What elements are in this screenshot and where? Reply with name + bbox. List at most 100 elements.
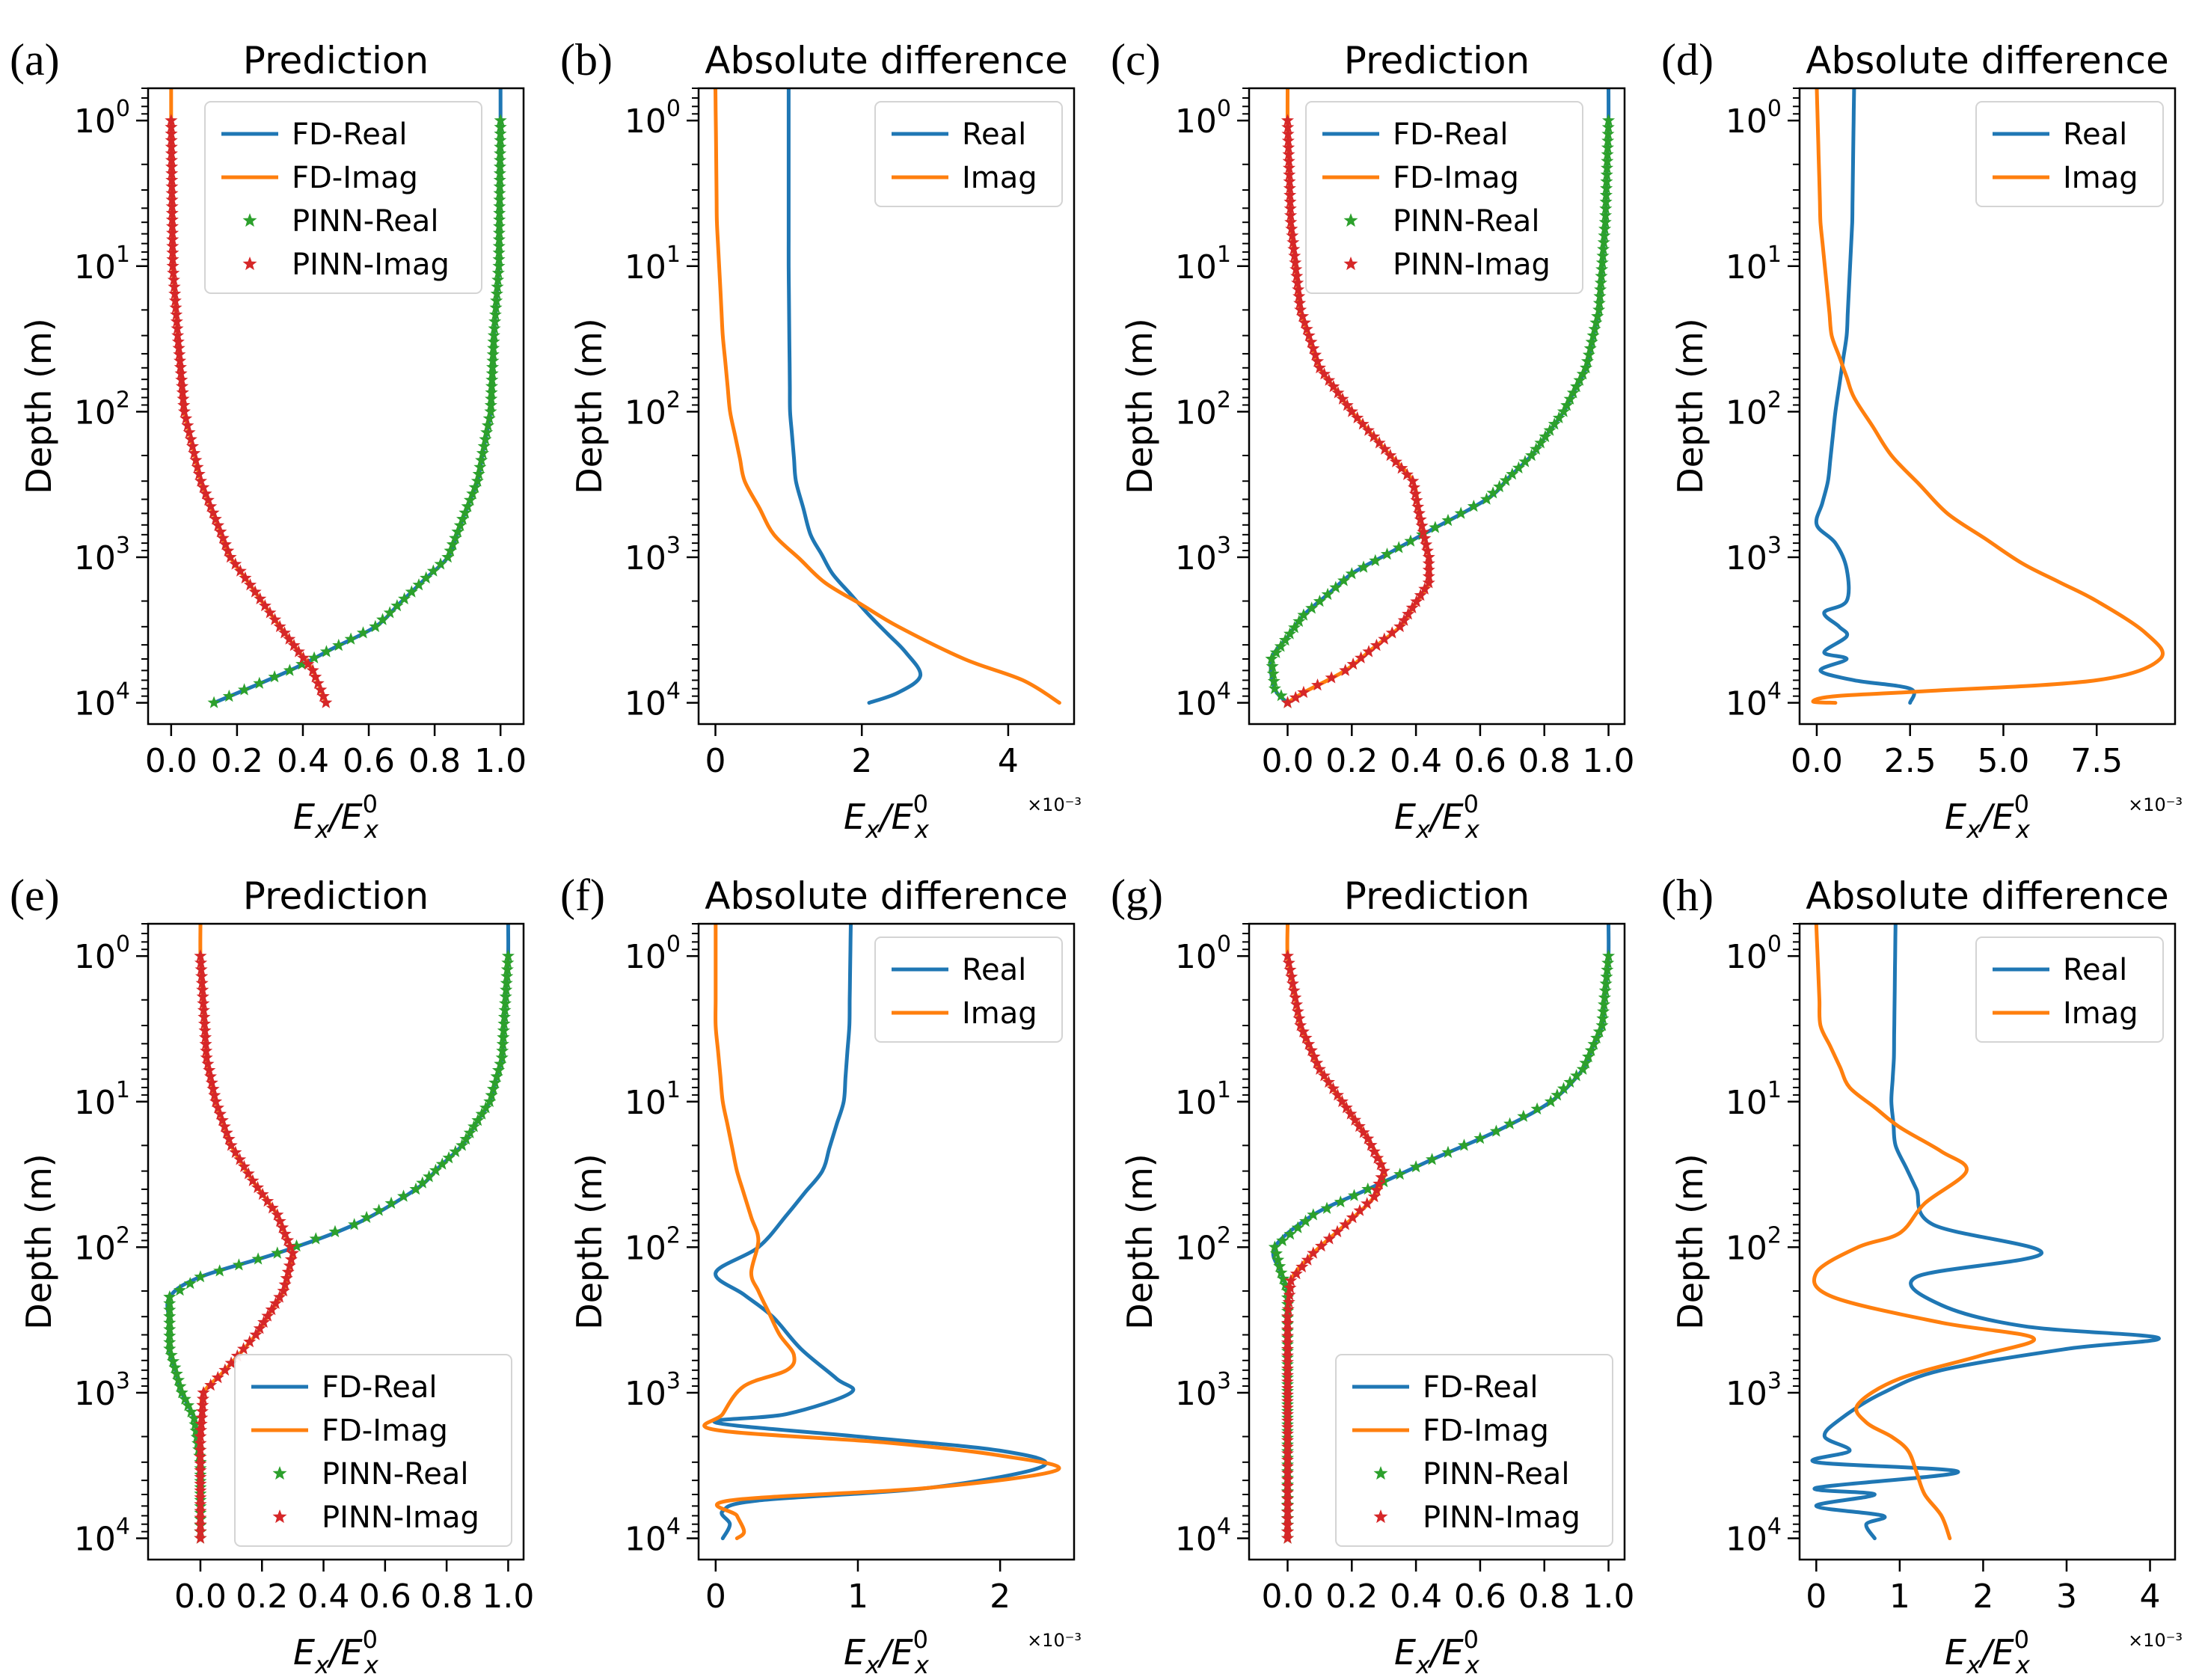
marker-star <box>492 246 506 259</box>
marker-star <box>1351 411 1364 423</box>
marker-star <box>1588 322 1601 335</box>
legend-swatch-star <box>1373 1509 1388 1524</box>
marker-star <box>493 160 506 173</box>
marker-star <box>168 280 181 292</box>
marker-star <box>1310 1056 1324 1069</box>
marker-star <box>1289 990 1302 1004</box>
marker-star <box>453 518 467 531</box>
marker-star <box>463 1126 476 1138</box>
marker-star <box>188 447 201 459</box>
marker-star <box>497 1031 510 1043</box>
marker-star <box>199 487 212 500</box>
x-tick-label: 5.0 <box>1977 742 2029 780</box>
legend-swatch-star <box>1373 1466 1388 1480</box>
marker-star <box>196 983 209 996</box>
marker-star <box>1598 990 1611 1004</box>
marker-star <box>280 1272 293 1284</box>
marker-star <box>277 626 291 639</box>
x-axis-label: Ex/E0 x <box>844 1625 930 1679</box>
y-tick-label: 104 <box>74 1514 130 1559</box>
legend-item: FD-Imag <box>1352 1414 1549 1448</box>
legend-label: FD-Real <box>1393 117 1508 152</box>
marker-star <box>1283 195 1297 208</box>
marker-star <box>167 273 180 286</box>
marker-star <box>251 1252 265 1265</box>
marker-star <box>1265 652 1278 665</box>
legend-label: Real <box>962 953 1026 987</box>
marker-star <box>372 1204 386 1216</box>
marker-star <box>1417 525 1430 538</box>
marker-star <box>1420 538 1433 551</box>
panel-title: Prediction <box>1344 39 1530 82</box>
marker-star <box>1586 328 1600 341</box>
x-tick-label: 0.4 <box>277 742 329 780</box>
marker-star <box>500 983 513 996</box>
marker-star <box>1420 544 1434 557</box>
series-markers-pinn-imag <box>1281 949 1390 1544</box>
marker-star <box>477 439 491 453</box>
marker-star <box>472 467 485 480</box>
marker-star <box>183 1277 197 1290</box>
marker-star <box>1297 685 1310 699</box>
marker-star <box>1601 141 1614 153</box>
marker-star <box>163 1342 177 1355</box>
x-tick-label: 0.2 <box>1325 1578 1378 1616</box>
marker-star <box>1597 1005 1610 1017</box>
x-tick-label: 7.5 <box>2070 742 2123 780</box>
legend-label: Imag <box>2063 996 2138 1031</box>
legend-box <box>234 1354 512 1547</box>
marker-star <box>283 632 296 645</box>
marker-star <box>1594 283 1607 295</box>
marker-star <box>218 1120 231 1132</box>
marker-star <box>470 474 484 487</box>
marker-star <box>168 1361 182 1373</box>
legend-label: PINN-Real <box>322 1457 468 1492</box>
marker-star <box>485 1088 498 1101</box>
marker-star <box>1281 1342 1294 1355</box>
marker-star <box>1402 607 1415 620</box>
marker-star <box>1337 574 1351 586</box>
marker-star <box>1543 423 1557 436</box>
marker-star <box>1367 1144 1381 1157</box>
marker-star <box>1281 1433 1294 1447</box>
marker-star <box>1282 147 1295 160</box>
marker-star <box>169 301 183 313</box>
marker-star <box>1288 621 1301 634</box>
marker-star <box>194 1511 207 1524</box>
marker-star <box>286 1246 299 1259</box>
marker-star <box>1281 1499 1294 1512</box>
legend-box <box>874 936 1063 1043</box>
marker-star <box>1284 215 1298 228</box>
marker-star <box>1340 399 1354 411</box>
marker-star <box>195 969 209 982</box>
marker-star <box>197 1017 211 1030</box>
y-tick-label: 104 <box>74 678 130 723</box>
marker-star <box>1373 1177 1386 1189</box>
marker-star <box>273 1214 286 1227</box>
marker-star <box>1289 263 1303 275</box>
marker-star <box>1503 1117 1517 1129</box>
marker-star <box>494 120 507 133</box>
marker-star <box>1598 222 1612 235</box>
legend-label: PINN-Imag <box>1423 1500 1580 1535</box>
marker-star <box>1276 1233 1289 1246</box>
marker-star <box>195 1411 209 1423</box>
legend-item: Real <box>1993 117 2127 152</box>
marker-star <box>1592 296 1606 309</box>
marker-star <box>1317 1069 1331 1082</box>
panel-label: (g) <box>1111 871 1163 920</box>
marker-star <box>1283 1227 1297 1240</box>
marker-star <box>468 480 482 493</box>
marker-star <box>1389 455 1402 467</box>
marker-star <box>309 1232 322 1245</box>
marker-star <box>1563 1075 1577 1088</box>
marker-star <box>194 1471 207 1483</box>
marker-star <box>165 193 179 206</box>
panel-title: Prediction <box>1344 874 1530 918</box>
marker-star <box>1281 696 1294 708</box>
marker-star <box>490 294 503 307</box>
marker-star <box>492 239 506 252</box>
marker-star <box>1371 1151 1384 1164</box>
marker-star <box>165 120 178 133</box>
x-tick-label: 0.6 <box>1454 1578 1506 1616</box>
